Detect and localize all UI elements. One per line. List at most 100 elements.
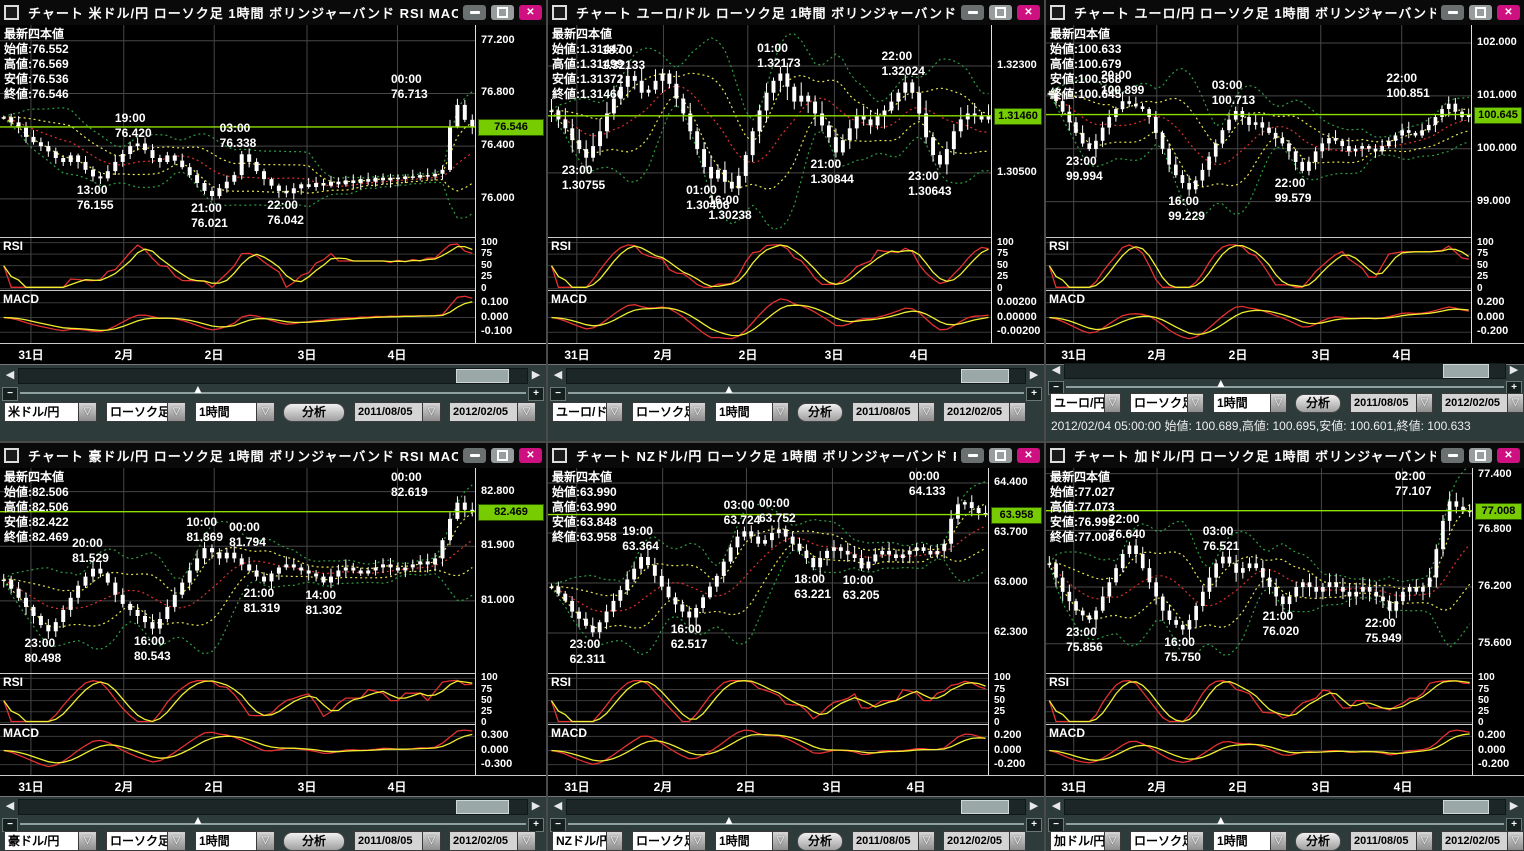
close-button[interactable]: ✕ <box>1497 5 1520 20</box>
scrollbar-thumb[interactable] <box>1443 364 1490 378</box>
maximize-button[interactable] <box>989 448 1012 463</box>
date-from-select[interactable]: 2011/08/05 ▽ <box>354 402 441 422</box>
scrollbar-thumb[interactable] <box>455 369 509 383</box>
date-from-select[interactable]: 2011/08/05 ▽ <box>852 402 935 422</box>
chart-type-select[interactable]: ローソク足▽ <box>106 402 186 422</box>
zoom-in-button[interactable]: + <box>528 387 544 401</box>
minimize-button[interactable] <box>961 448 984 463</box>
zoom-out-button[interactable]: − <box>550 387 566 401</box>
dropdown-arrow-icon[interactable]: ▽ <box>1188 831 1204 851</box>
date-from-select[interactable]: 2011/08/05 ▽ <box>1350 393 1433 413</box>
dropdown-arrow-icon[interactable]: ▽ <box>168 831 186 851</box>
price-chart[interactable]: 最新四本値 始値:82.506 高値:82.506 安値:82.422 終値:8… <box>0 468 476 673</box>
zoom-slider[interactable]: − ▲ + <box>0 383 546 401</box>
close-button[interactable]: ✕ <box>519 448 542 463</box>
pair-select[interactable]: NZドル/円 ▽ <box>552 831 623 851</box>
date-to-select[interactable]: 2012/02/05 ▽ <box>449 831 536 851</box>
date-to-select[interactable]: 2012/02/05 ▽ <box>449 402 536 422</box>
chart-scrollbar[interactable]: ◀ ▶ <box>1046 362 1524 381</box>
scrollbar-thumb[interactable] <box>960 369 1009 383</box>
analyze-button[interactable]: 分析 <box>1295 831 1341 851</box>
zoom-slider-track[interactable]: ▲ <box>20 383 526 395</box>
date-to-select[interactable]: 2012/02/05 ▽ <box>943 402 1026 422</box>
dropdown-arrow-icon[interactable]: ▽ <box>1508 831 1524 851</box>
scrollbar-track[interactable] <box>566 368 1026 384</box>
close-button[interactable]: ✕ <box>1497 448 1520 463</box>
scroll-right-icon[interactable]: ▶ <box>1509 800 1519 812</box>
timeframe-select[interactable]: 1時間 ▽ <box>1213 831 1287 851</box>
zoom-in-button[interactable]: + <box>1026 387 1042 401</box>
zoom-slider-track[interactable]: ▲ <box>1066 377 1504 389</box>
dropdown-arrow-icon[interactable]: ▽ <box>1188 393 1204 413</box>
scrollbar-thumb[interactable] <box>1443 800 1490 814</box>
analyze-button[interactable]: 分析 <box>283 402 345 422</box>
dropdown-arrow-icon[interactable]: ▽ <box>423 402 441 422</box>
date-from-select[interactable]: 2011/08/05 ▽ <box>354 831 441 851</box>
dropdown-arrow-icon[interactable]: ▽ <box>1105 831 1121 851</box>
maximize-button[interactable] <box>1469 5 1492 20</box>
zoom-slider[interactable]: − ▲ + <box>548 383 1044 401</box>
zoom-out-button[interactable]: − <box>1048 381 1064 395</box>
scroll-right-icon[interactable]: ▶ <box>1029 369 1039 381</box>
rsi-chart[interactable]: RSI <box>1046 237 1472 291</box>
dropdown-arrow-icon[interactable]: ▽ <box>1417 393 1433 413</box>
scroll-left-icon[interactable]: ◀ <box>1051 364 1061 376</box>
window-titlebar[interactable]: チャート ユーロ/ドル ローソク足 1時間 ボリンジャーバンド RSI MACD… <box>548 0 1044 26</box>
minimize-button[interactable] <box>463 448 486 463</box>
maximize-button[interactable] <box>491 448 514 463</box>
rsi-chart[interactable]: RSI <box>548 673 989 725</box>
zoom-out-button[interactable]: − <box>2 818 18 832</box>
zoom-slider[interactable]: − ▲ + <box>548 814 1044 832</box>
dropdown-arrow-icon[interactable]: ▽ <box>1508 393 1524 413</box>
zoom-slider-thumb[interactable]: ▲ <box>1214 376 1227 390</box>
rsi-chart[interactable]: RSI <box>548 237 992 291</box>
dropdown-arrow-icon[interactable]: ▽ <box>607 831 623 851</box>
scroll-right-icon[interactable]: ▶ <box>1029 800 1039 812</box>
maximize-button[interactable] <box>1469 448 1492 463</box>
window-titlebar[interactable]: チャート 豪ドル/円 ローソク足 1時間 ボリンジャーバンド RSI MACD … <box>0 443 546 469</box>
window-titlebar[interactable]: チャート NZドル/円 ローソク足 1時間 ボリンジャーバンド RSI MACD… <box>548 443 1044 469</box>
scrollbar-track[interactable] <box>566 799 1026 815</box>
date-from-select[interactable]: 2011/08/05 ▽ <box>1350 831 1433 851</box>
minimize-button[interactable] <box>1441 448 1464 463</box>
chart-type-select[interactable]: ローソク足▽ <box>106 831 186 851</box>
timeframe-select[interactable]: 1時間 ▽ <box>195 402 275 422</box>
dropdown-arrow-icon[interactable]: ▽ <box>1010 831 1026 851</box>
date-from-select[interactable]: 2011/08/05 ▽ <box>852 831 935 851</box>
timeframe-select[interactable]: 1時間 ▽ <box>715 831 789 851</box>
macd-chart[interactable]: MACD <box>548 724 989 776</box>
macd-chart[interactable]: MACD <box>1046 724 1473 776</box>
window-titlebar[interactable]: チャート 米ドル/円 ローソク足 1時間 ボリンジャーバンド RSI MACD … <box>0 0 546 26</box>
dropdown-arrow-icon[interactable]: ▽ <box>773 402 789 422</box>
dropdown-arrow-icon[interactable]: ▽ <box>1271 831 1287 851</box>
date-to-select[interactable]: 2012/02/05 ▽ <box>1441 831 1524 851</box>
price-chart[interactable]: 最新四本値 始値:100.633 高値:100.679 安値:100.568 終… <box>1046 25 1472 237</box>
chart-scrollbar[interactable]: ◀ ▶ <box>0 798 546 817</box>
scroll-left-icon[interactable]: ◀ <box>553 800 563 812</box>
price-chart[interactable]: 最新四本値 始値:63.990 高値:63.990 安値:63.848 終値:6… <box>548 468 989 673</box>
window-titlebar[interactable]: チャート 加ドル/円 ローソク足 1時間 ボリンジャーバンド RSI MACD … <box>1046 443 1524 469</box>
pair-select[interactable]: 米ドル/円 ▽ <box>4 402 97 422</box>
close-button[interactable]: ✕ <box>519 5 542 20</box>
dropdown-arrow-icon[interactable]: ▽ <box>518 402 536 422</box>
rsi-chart[interactable]: RSI <box>0 673 476 725</box>
pair-select[interactable]: 加ドル/円 ▽ <box>1050 831 1121 851</box>
macd-chart[interactable]: MACD <box>0 290 476 344</box>
zoom-slider-thumb[interactable]: ▲ <box>723 382 735 396</box>
zoom-slider-thumb[interactable]: ▲ <box>192 813 204 827</box>
analyze-button[interactable]: 分析 <box>1295 393 1341 413</box>
zoom-slider[interactable]: − ▲ + <box>0 814 546 832</box>
chart-type-select[interactable]: ローソク足▽ <box>632 402 706 422</box>
maximize-button[interactable] <box>989 5 1012 20</box>
dropdown-arrow-icon[interactable]: ▽ <box>1417 831 1433 851</box>
analyze-button[interactable]: 分析 <box>797 831 843 851</box>
scrollbar-track[interactable] <box>18 368 528 384</box>
timeframe-select[interactable]: 1時間 ▽ <box>1213 393 1287 413</box>
scroll-right-icon[interactable]: ▶ <box>531 369 541 381</box>
timeframe-select[interactable]: 1時間 ▽ <box>195 831 275 851</box>
dropdown-arrow-icon[interactable]: ▽ <box>919 402 935 422</box>
scroll-left-icon[interactable]: ◀ <box>5 369 15 381</box>
pair-select[interactable]: 豪ドル/円 ▽ <box>4 831 97 851</box>
date-to-select[interactable]: 2012/02/05 ▽ <box>1441 393 1524 413</box>
scrollbar-track[interactable] <box>1064 799 1506 815</box>
